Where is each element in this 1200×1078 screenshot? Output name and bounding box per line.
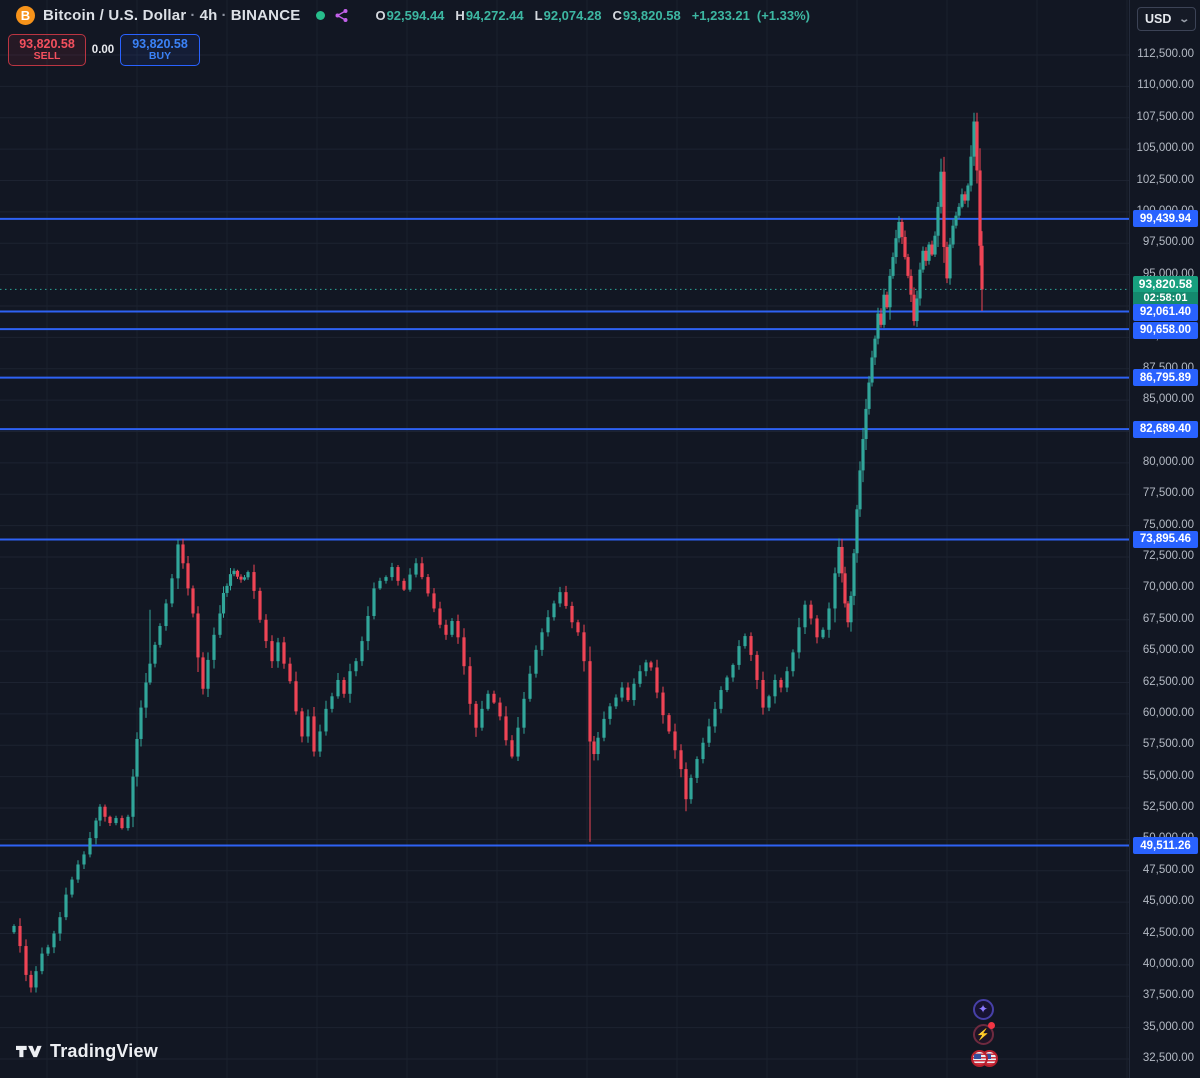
price-tick-label: 97,500.00 (1142, 236, 1194, 249)
price-tick-label: 70,000.00 (1142, 581, 1194, 594)
current-price-label: 93,820.58 02:58:01 (1133, 275, 1198, 307)
interval-label[interactable]: 4h (199, 6, 218, 24)
open-label: O (375, 7, 386, 23)
sell-label: SELL (33, 50, 61, 63)
widget-buttons: ✦ ⚡ (971, 998, 998, 1070)
currency-label: USD (1145, 12, 1172, 26)
price-tick-label: 40,000.00 (1142, 957, 1194, 970)
high-value: 94,272.44 (465, 7, 524, 23)
notification-dot (988, 1022, 995, 1029)
price-tick-label: 52,500.00 (1142, 801, 1194, 813)
price-tick-label: 80,000.00 (1142, 455, 1194, 468)
close-label: C (612, 7, 622, 23)
price-tick-label: 47,500.00 (1142, 863, 1194, 876)
level-price-label[interactable]: 73,895.46 (1133, 530, 1198, 548)
price-axis[interactable]: USD ⌄ 112,500.00 110,000.00 107,500.00 105,… (1129, 0, 1200, 1078)
trade-panel: 93,820.58 SELL 0.00 93,820.58 BUY (0, 34, 817, 66)
symbol-title[interactable]: Bitcoin / U.S. Dollar · 4h · BINANCE (43, 7, 300, 24)
title-separator: · (221, 6, 227, 24)
price-tick-label: 55,000.00 (1142, 769, 1194, 782)
candles-group (12, 112, 984, 993)
price-tick-label: 105,000.00 (1136, 142, 1194, 155)
price-tick-label: 60,000.00 (1142, 706, 1194, 719)
price-tick-label: 102,500.00 (1136, 173, 1194, 186)
price-tick-label: 37,500.00 (1142, 989, 1194, 1002)
price-tick-label: 75,000.00 (1142, 518, 1194, 531)
price-tick-label: 35,000.00 (1142, 1020, 1194, 1033)
high-label: H (455, 7, 465, 23)
tradingview-wordmark: TradingView (50, 1041, 158, 1061)
buy-button[interactable]: 93,820.58 BUY (120, 34, 200, 66)
spread-value: 0.00 (91, 44, 115, 56)
price-tick-label: 77,500.00 (1142, 487, 1194, 500)
symbol-row: B Bitcoin / U.S. Dollar · 4h · BINANCE O92,5… (0, 0, 817, 30)
boost-widget-button[interactable]: ⚡ (971, 1022, 995, 1045)
change-percent: (+1.33%) (756, 7, 811, 23)
price-tick-label: 112,500.00 (1137, 48, 1194, 60)
price-tick-label: 32,500.00 (1142, 1052, 1194, 1064)
current-price-value: 93,820.58 (1138, 277, 1193, 292)
chevron-down-icon: ⌄ (1177, 13, 1190, 25)
share-icon[interactable] (334, 8, 349, 23)
market-status-icon (316, 10, 326, 20)
price-tick-label: 57,500.00 (1142, 738, 1194, 751)
bitcoin-icon: B (16, 5, 35, 25)
level-price-label[interactable]: 99,439.94 (1133, 210, 1198, 228)
sparkle-icon: ✦ (977, 1002, 989, 1016)
buy-label: BUY (148, 50, 172, 63)
low-value: 92,074.28 (543, 7, 602, 23)
bar-countdown: 02:58:01 (1133, 292, 1198, 307)
change-value: +1,233.21 (691, 7, 750, 23)
level-price-label[interactable]: 90,658.00 (1133, 321, 1198, 339)
price-tick-label: 62,500.00 (1142, 675, 1194, 688)
low-label: L (534, 7, 543, 23)
price-tick-label: 110,000.00 (1137, 79, 1194, 92)
tradingview-logo[interactable]: TradingView (16, 1041, 158, 1062)
sell-price: 93,820.58 (19, 37, 75, 52)
price-tick-label: 45,000.00 (1142, 895, 1194, 908)
level-price-label[interactable]: 86,795.89 (1133, 369, 1198, 387)
level-price-label[interactable]: 92,061.40 (1133, 303, 1198, 321)
sell-button[interactable]: 93,820.58 SELL (8, 34, 86, 66)
price-tick-label: 107,500.00 (1136, 110, 1194, 123)
tradingview-mark (16, 1045, 42, 1058)
chart-header: B Bitcoin / U.S. Dollar · 4h · BINANCE O92,5… (0, 0, 817, 66)
price-tick-label: 67,500.00 (1142, 612, 1194, 625)
price-tick-label: 65,000.00 (1142, 644, 1194, 657)
flags-widget-button[interactable] (971, 1048, 998, 1070)
symbol-name: Bitcoin / U.S. Dollar (43, 6, 187, 24)
level-price-label[interactable]: 49,511.26 (1133, 837, 1198, 854)
currency-dropdown[interactable]: USD ⌄ (1137, 7, 1196, 31)
price-tick-label: 85,000.00 (1142, 393, 1194, 406)
close-value: 93,820.58 (622, 7, 681, 23)
open-value: 92,594.44 (386, 7, 445, 23)
exchange-label: BINANCE (230, 6, 301, 24)
level-price-label[interactable]: 82,689.40 (1133, 420, 1198, 438)
us-flags-icon (971, 1049, 998, 1070)
lightning-icon: ⚡ (976, 1028, 990, 1041)
title-separator: · (190, 6, 196, 24)
sparkle-widget-button[interactable]: ✦ (971, 998, 995, 1020)
buy-price: 93,820.58 (132, 37, 188, 52)
ohlc-readout: O92,594.44 H94,272.44 L92,074.28 C93,820… (375, 8, 817, 23)
price-tick-label: 72,500.00 (1142, 550, 1194, 562)
price-tick-label: 42,500.00 (1142, 926, 1194, 939)
